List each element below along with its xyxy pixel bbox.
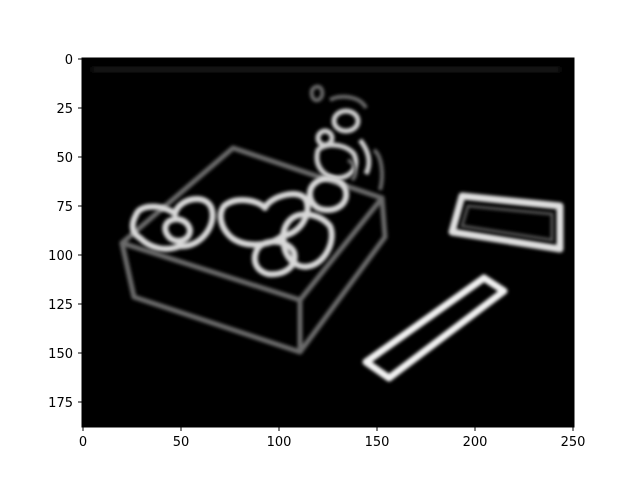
x-tick-label: 250: [561, 435, 586, 450]
x-tick-label: 200: [463, 435, 488, 450]
right-bar-inner: [460, 204, 554, 242]
image-area: [82, 58, 574, 427]
y-tick-label: 75: [56, 200, 73, 215]
right-bar-edges: [448, 192, 564, 253]
y-tick-label: 100: [48, 249, 73, 264]
x-tick-label: 100: [267, 435, 292, 450]
x-axis: 0 50 100 150 200 250: [79, 427, 586, 450]
x-tick-label: 0: [79, 435, 87, 450]
y-tick-label: 125: [48, 298, 73, 313]
x-tick-label: 50: [173, 435, 190, 450]
figure-edges: [314, 108, 372, 181]
x-tick-label: 150: [365, 435, 390, 450]
top-edge-band: [92, 67, 560, 72]
y-tick-label: 150: [48, 347, 73, 362]
axes-frame: [81, 57, 575, 428]
figure-faint-edges: [309, 84, 384, 191]
diagonal-bar-edges: [362, 274, 508, 382]
y-tick-label: 25: [56, 102, 73, 117]
y-tick-label: 175: [48, 396, 73, 411]
y-axis: 0 25 50 75 100 125 150 175: [48, 53, 82, 411]
y-tick-label: 50: [56, 151, 73, 166]
gift-box-edges: [119, 145, 388, 355]
y-tick-label: 0: [65, 53, 73, 68]
